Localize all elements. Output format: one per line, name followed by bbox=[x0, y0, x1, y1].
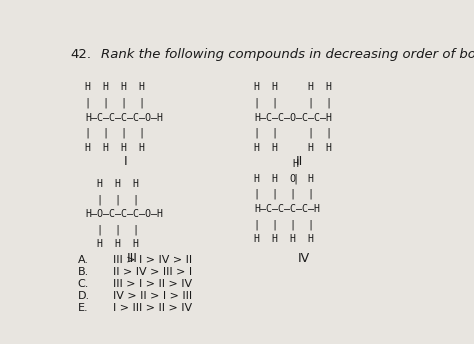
Text: |  |  |  |: | | | | bbox=[254, 189, 314, 199]
Text: |  |  |: | | | bbox=[85, 224, 139, 235]
Text: Rank the following compounds in decreasing order of boiling point.: Rank the following compounds in decreasi… bbox=[101, 48, 474, 61]
Text: I: I bbox=[124, 155, 127, 168]
Text: B.: B. bbox=[78, 267, 89, 277]
Text: H  H  H: H H H bbox=[85, 179, 139, 189]
Text: |  |  |  |: | | | | bbox=[85, 128, 145, 138]
Text: |: | bbox=[292, 174, 299, 184]
Text: H  H  O  H: H H O H bbox=[254, 174, 314, 184]
Text: III > I > IV > II: III > I > IV > II bbox=[112, 255, 191, 265]
Text: I > III > II > IV: I > III > II > IV bbox=[112, 303, 191, 313]
Text: C.: C. bbox=[78, 279, 89, 289]
Text: |  |  |: | | | bbox=[85, 194, 139, 205]
Text: E.: E. bbox=[78, 303, 88, 313]
Text: H  H  H  H: H H H H bbox=[254, 234, 314, 244]
Text: H–O–C–C–C–O–H: H–O–C–C–C–O–H bbox=[85, 209, 163, 219]
Text: III: III bbox=[127, 252, 138, 265]
Text: H  H  H: H H H bbox=[85, 239, 139, 249]
Text: II > IV > III > I: II > IV > III > I bbox=[112, 267, 191, 277]
Text: |  |     |  |: | | | | bbox=[254, 97, 332, 108]
Text: H–C–C–C–C–O–H: H–C–C–C–C–O–H bbox=[85, 112, 163, 122]
Text: H  H     H  H: H H H H bbox=[254, 143, 332, 153]
Text: 42.: 42. bbox=[70, 48, 91, 61]
Text: H–C–C–C–C–H: H–C–C–C–C–H bbox=[254, 204, 320, 214]
Text: IV: IV bbox=[298, 252, 310, 265]
Text: |  |  |  |: | | | | bbox=[85, 97, 145, 108]
Text: D.: D. bbox=[78, 291, 90, 301]
Text: H  H  H  H: H H H H bbox=[85, 82, 145, 92]
Text: A.: A. bbox=[78, 255, 89, 265]
Text: |  |     |  |: | | | | bbox=[254, 128, 332, 138]
Text: II: II bbox=[296, 155, 303, 168]
Text: H: H bbox=[292, 159, 299, 169]
Text: H–C–C–O–C–C–H: H–C–C–O–C–C–H bbox=[254, 112, 332, 122]
Text: IV > II > I > III: IV > II > I > III bbox=[112, 291, 191, 301]
Text: H  H     H  H: H H H H bbox=[254, 82, 332, 92]
Text: III > I > II > IV: III > I > II > IV bbox=[112, 279, 191, 289]
Text: H  H  H  H: H H H H bbox=[85, 143, 145, 153]
Text: |  |  |  |: | | | | bbox=[254, 219, 314, 229]
